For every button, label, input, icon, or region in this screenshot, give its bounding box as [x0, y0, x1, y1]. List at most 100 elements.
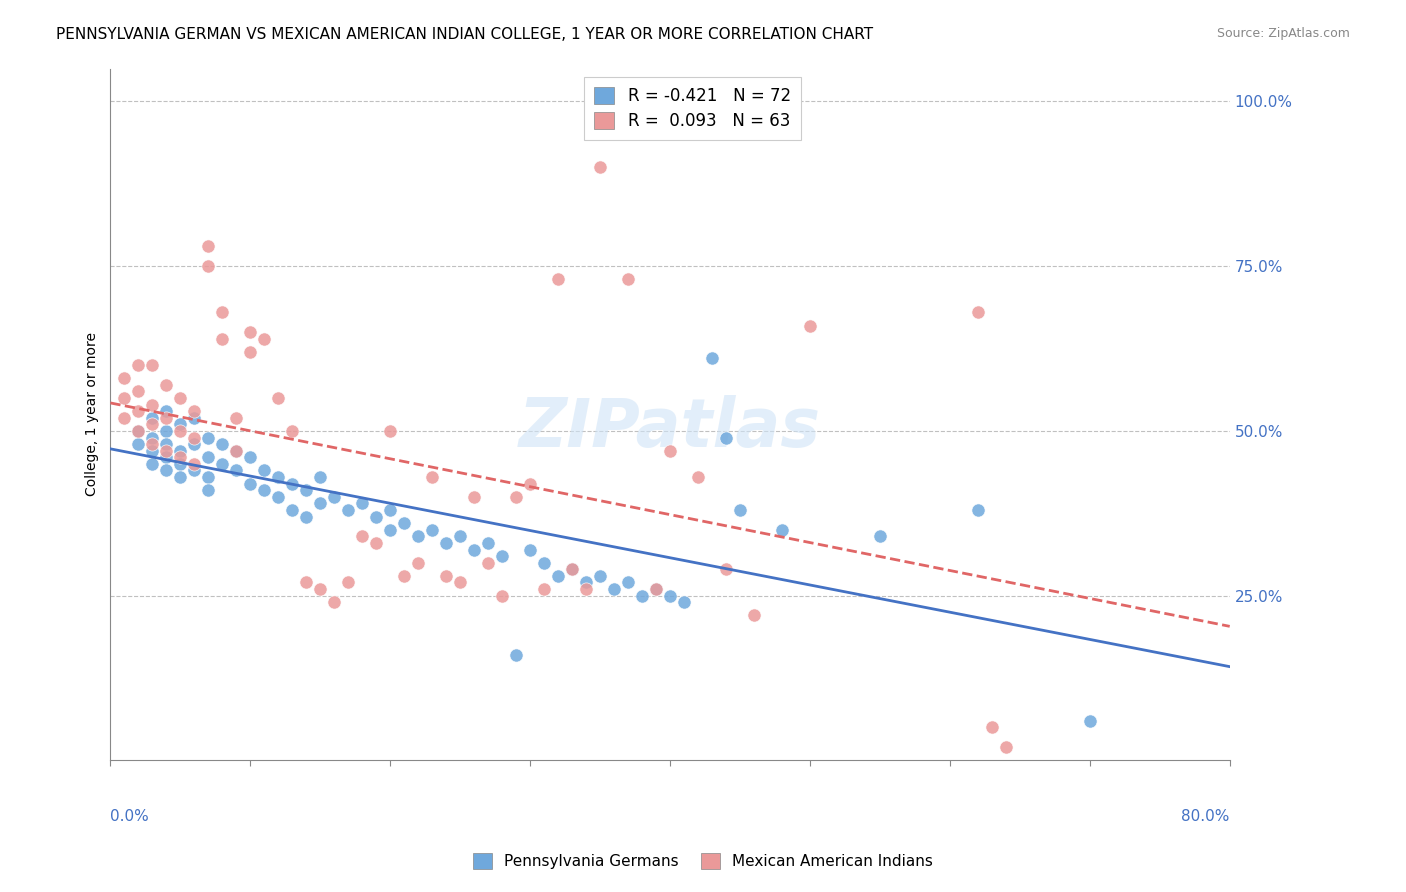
Point [141, 358, 163, 372]
Point [420, 470, 443, 484]
Point [239, 476, 262, 491]
Point [547, 569, 569, 583]
Point [211, 457, 233, 471]
Point [281, 424, 304, 438]
Point [197, 483, 219, 498]
Point [155, 377, 177, 392]
Point [239, 450, 262, 465]
Point [869, 529, 891, 543]
Point [253, 332, 276, 346]
Point [211, 332, 233, 346]
Text: PENNSYLVANIA GERMAN VS MEXICAN AMERICAN INDIAN COLLEGE, 1 YEAR OR MORE CORRELATI: PENNSYLVANIA GERMAN VS MEXICAN AMERICAN … [56, 27, 873, 42]
Point [309, 470, 332, 484]
Point [309, 582, 332, 596]
Point [225, 443, 247, 458]
Point [366, 509, 388, 524]
Point [967, 305, 990, 319]
Point [352, 496, 374, 510]
Point [127, 437, 149, 451]
Point [380, 503, 402, 517]
Point [686, 470, 709, 484]
Point [155, 443, 177, 458]
Point [155, 410, 177, 425]
Point [617, 272, 640, 286]
Point [169, 457, 191, 471]
Point [323, 595, 346, 609]
Point [169, 391, 191, 405]
Point [477, 536, 499, 550]
Point [127, 424, 149, 438]
Point [366, 536, 388, 550]
Point [617, 575, 640, 590]
Text: Source: ZipAtlas.com: Source: ZipAtlas.com [1216, 27, 1350, 40]
Point [770, 523, 793, 537]
Point [225, 443, 247, 458]
Point [127, 358, 149, 372]
Point [169, 470, 191, 484]
Point [547, 272, 569, 286]
Point [211, 305, 233, 319]
Point [323, 490, 346, 504]
Point [169, 450, 191, 465]
Point [183, 437, 205, 451]
Point [434, 536, 457, 550]
Point [141, 410, 163, 425]
Point [420, 523, 443, 537]
Point [728, 503, 751, 517]
Point [463, 542, 485, 557]
Point [197, 450, 219, 465]
Point [575, 582, 598, 596]
Point [659, 589, 682, 603]
Point [169, 443, 191, 458]
Point [967, 503, 990, 517]
Point [155, 424, 177, 438]
Point [127, 404, 149, 418]
Point [533, 556, 555, 570]
Point [267, 391, 290, 405]
Point [589, 569, 612, 583]
Point [141, 443, 163, 458]
Point [112, 391, 135, 405]
Point [477, 556, 499, 570]
Text: ZIPatlas: ZIPatlas [519, 395, 821, 461]
Point [352, 529, 374, 543]
Point [742, 608, 765, 623]
Point [434, 569, 457, 583]
Point [183, 404, 205, 418]
Point [155, 450, 177, 465]
Point [253, 483, 276, 498]
Point [197, 430, 219, 444]
Point [112, 410, 135, 425]
Point [225, 463, 247, 477]
Point [491, 589, 513, 603]
Point [267, 470, 290, 484]
Point [505, 490, 527, 504]
Point [239, 325, 262, 339]
Point [603, 582, 626, 596]
Point [197, 470, 219, 484]
Point [449, 529, 471, 543]
Point [141, 437, 163, 451]
Point [463, 490, 485, 504]
Legend: Pennsylvania Germans, Mexican American Indians: Pennsylvania Germans, Mexican American I… [467, 847, 939, 875]
Point [561, 562, 583, 576]
Point [183, 463, 205, 477]
Point [659, 443, 682, 458]
Point [631, 589, 654, 603]
Point [169, 417, 191, 432]
Point [589, 161, 612, 175]
Point [281, 503, 304, 517]
Point [714, 562, 737, 576]
Point [645, 582, 668, 596]
Point [519, 476, 541, 491]
Point [141, 430, 163, 444]
Point [533, 582, 555, 596]
Point [267, 490, 290, 504]
Point [295, 509, 318, 524]
Point [519, 542, 541, 557]
Point [980, 721, 1002, 735]
Point [1078, 714, 1101, 728]
Point [197, 239, 219, 253]
Point [183, 410, 205, 425]
Point [169, 424, 191, 438]
